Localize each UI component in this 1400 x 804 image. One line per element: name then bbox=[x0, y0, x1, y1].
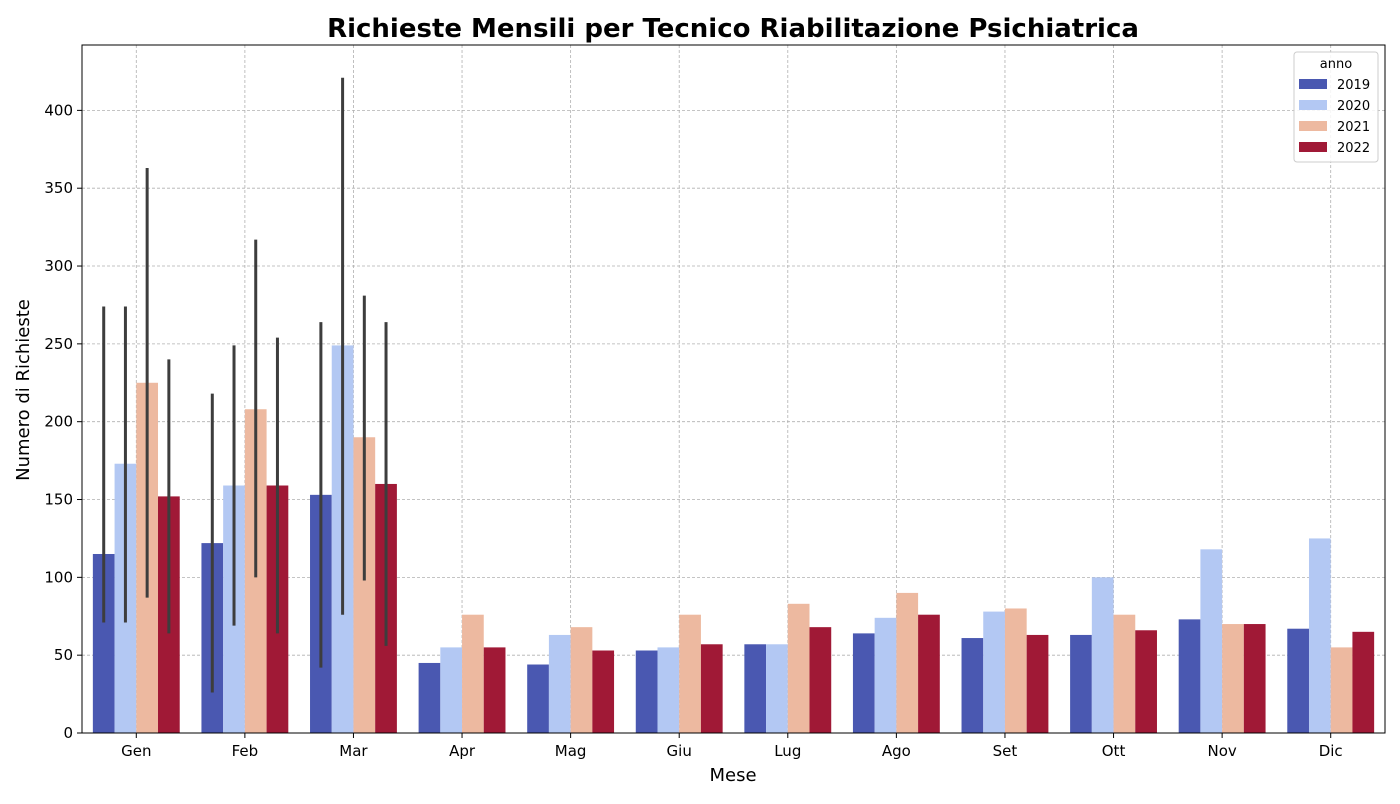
y-tick-label: 200 bbox=[44, 413, 73, 431]
bar-2021-Dic bbox=[1330, 647, 1353, 733]
grid-lines bbox=[82, 45, 1385, 734]
bar-2022-Ott bbox=[1135, 630, 1157, 733]
bar-2021-Mar bbox=[353, 437, 376, 733]
legend-label-2020: 2020 bbox=[1337, 99, 1370, 114]
x-tick-label-Giu: Giu bbox=[667, 742, 692, 760]
x-tick-label-Mag: Mag bbox=[555, 742, 587, 760]
bar-2019-Apr bbox=[418, 662, 441, 733]
y-tick-label: 300 bbox=[44, 257, 73, 275]
bar-2022-Dic bbox=[1352, 631, 1375, 733]
legend-swatch-2021 bbox=[1299, 121, 1327, 131]
bar-2019-Gen bbox=[92, 553, 115, 733]
bar-2022-Lug bbox=[809, 627, 832, 733]
chart-title: Richieste Mensili per Tecnico Riabilitaz… bbox=[327, 14, 1139, 44]
bar-2021-Giu bbox=[679, 614, 701, 733]
bar-2022-Apr bbox=[483, 647, 506, 733]
y-tick-label: 400 bbox=[44, 101, 73, 119]
x-tick-label-Ott: Ott bbox=[1102, 742, 1126, 760]
x-tick-label-Mar: Mar bbox=[339, 742, 368, 760]
bar-2021-Mag bbox=[570, 627, 593, 733]
x-tick-label-Lug: Lug bbox=[774, 742, 801, 760]
x-tick-label-Nov: Nov bbox=[1207, 742, 1236, 760]
legend-label-2019: 2019 bbox=[1337, 78, 1370, 93]
y-axis-label: Numero di Richieste bbox=[13, 299, 34, 481]
x-tick-label-Set: Set bbox=[993, 742, 1018, 760]
bar-2020-Dic bbox=[1308, 538, 1331, 733]
legend-swatch-2019 bbox=[1299, 79, 1327, 89]
legend: anno 2019 2020 2021 2022 bbox=[1293, 51, 1379, 163]
bar-2022-Giu bbox=[700, 644, 723, 733]
bar-2020-Ago bbox=[874, 617, 897, 733]
bar-2021-Nov bbox=[1222, 624, 1244, 733]
bar-2019-Mag bbox=[527, 664, 549, 733]
bar-2021-Apr bbox=[462, 614, 484, 733]
y-tick-label: 100 bbox=[44, 568, 73, 586]
x-axis-label: Mese bbox=[709, 765, 756, 786]
bar-2020-Lug bbox=[766, 644, 788, 733]
bar-2022-Mag bbox=[592, 650, 615, 733]
x-tick-label-Dic: Dic bbox=[1319, 742, 1343, 760]
legend-title: anno bbox=[1320, 57, 1352, 72]
y-tick-label: 0 bbox=[63, 724, 73, 742]
x-tick-label-Feb: Feb bbox=[232, 742, 259, 760]
bar-2020-Giu bbox=[657, 647, 680, 733]
legend-swatch-2020 bbox=[1299, 100, 1327, 110]
legend-label-2021: 2021 bbox=[1337, 120, 1370, 135]
bar-2022-Ago bbox=[918, 614, 940, 733]
y-tick-label: 250 bbox=[44, 335, 73, 353]
bar-2019-Ott bbox=[1070, 634, 1092, 733]
x-tick-label-Apr: Apr bbox=[449, 742, 476, 760]
legend-swatch-2022 bbox=[1299, 142, 1327, 152]
bar-2021-Ott bbox=[1113, 614, 1136, 733]
bars bbox=[92, 345, 1375, 733]
error-bars bbox=[102, 77, 388, 693]
bar-2019-Ago bbox=[852, 633, 875, 733]
y-tick-label: 350 bbox=[44, 179, 73, 197]
bar-2021-Lug bbox=[787, 603, 810, 733]
axes: 0 50 100 150 200 250 300 350 400 Gen Feb Mar Apr Mag G… bbox=[44, 44, 1386, 760]
legend-label-2022: 2022 bbox=[1337, 141, 1370, 156]
bar-2020-Mag bbox=[548, 634, 571, 733]
bar-2020-Set bbox=[983, 611, 1005, 733]
bar-2019-Giu bbox=[635, 650, 658, 733]
bar-2019-Lug bbox=[744, 644, 767, 733]
bar-2020-Apr bbox=[440, 647, 463, 733]
bar-2022-Nov bbox=[1243, 624, 1266, 733]
x-tick-label-Gen: Gen bbox=[121, 742, 151, 760]
bar-2019-Set bbox=[961, 638, 984, 733]
y-tick-label: 50 bbox=[54, 646, 73, 664]
x-tick-label-Ago: Ago bbox=[882, 742, 911, 760]
y-tick-label: 150 bbox=[44, 491, 73, 509]
bar-2022-Set bbox=[1026, 634, 1049, 733]
plot-frame bbox=[81, 44, 1386, 734]
bar-2021-Ago bbox=[896, 592, 919, 733]
bar-2021-Set bbox=[1004, 608, 1027, 733]
bar-2020-Ott bbox=[1091, 577, 1114, 733]
bar-2019-Dic bbox=[1287, 628, 1309, 733]
bar-2019-Nov bbox=[1178, 619, 1201, 733]
bar-2020-Nov bbox=[1200, 549, 1223, 733]
